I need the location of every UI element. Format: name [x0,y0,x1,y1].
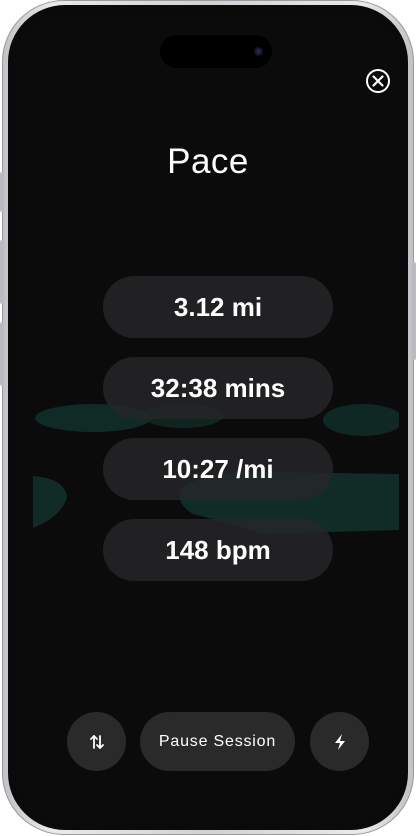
volume-down-button [0,322,4,386]
swap-vertical-icon [89,734,104,749]
page-title: Pace [167,142,249,181]
action-button [0,172,4,212]
stats-list: 3.12 mi 32:38 mins 10:27 /mi 148 bpm [103,276,333,600]
screen: Pace 3.12 mi 32:38 mins 10:27 /mi 148 bp… [17,14,399,821]
dynamic-island [160,35,272,68]
power-button [412,262,416,360]
session-controls: Pause Session [67,712,369,772]
pause-session-button[interactable]: Pause Session [140,712,295,771]
lightning-bolt-icon [334,733,345,750]
swap-button[interactable] [67,712,126,771]
pace-stat: 10:27 /mi [103,438,333,500]
close-circle-icon [366,69,390,93]
camera-icon [254,47,263,56]
volume-up-button [0,240,4,304]
bezel: Pace 3.12 mi 32:38 mins 10:27 /mi 148 bp… [8,5,408,830]
duration-stat: 32:38 mins [103,357,333,419]
heart-rate-stat: 148 bpm [103,519,333,581]
close-button[interactable] [365,68,391,94]
distance-stat: 3.12 mi [103,276,333,338]
boost-button[interactable] [310,712,369,771]
